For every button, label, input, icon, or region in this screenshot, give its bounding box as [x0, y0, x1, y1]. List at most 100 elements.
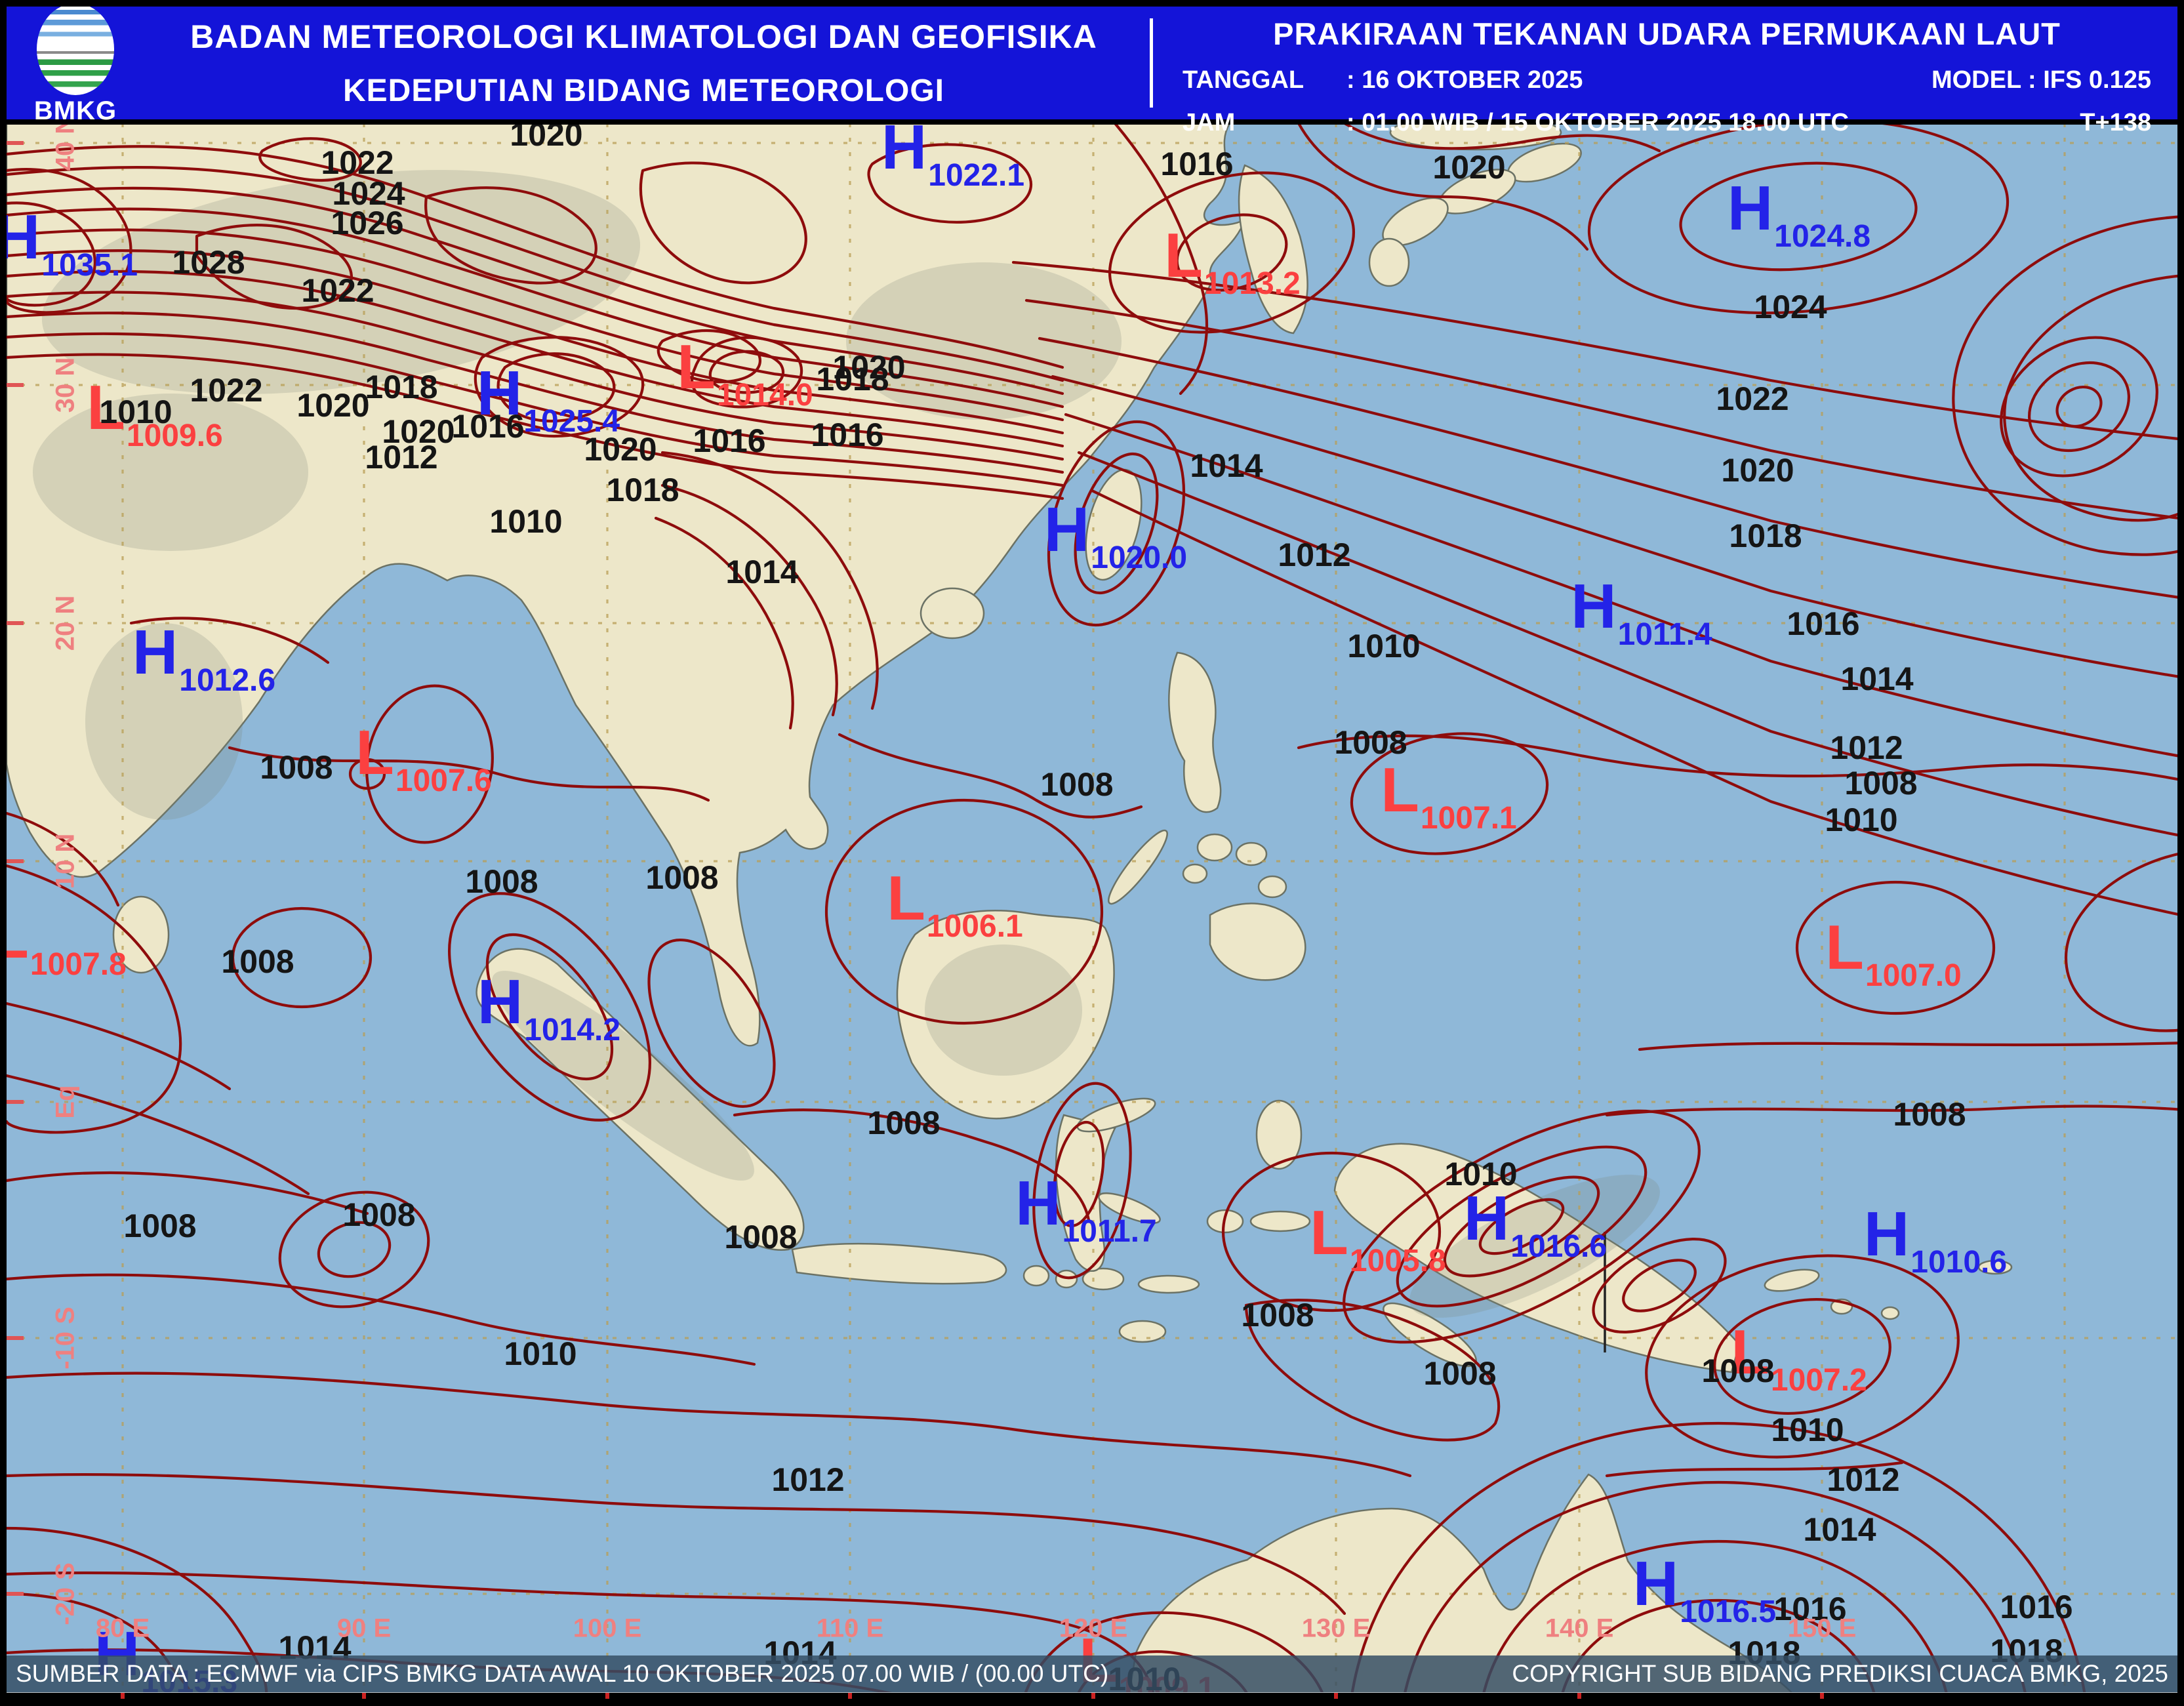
- isobar-value-label: 1018: [606, 472, 679, 508]
- low-pressure-center: L1006.1: [887, 867, 1022, 944]
- pressure-value: 1009.6: [126, 418, 223, 453]
- land-halmahera: [1255, 1099, 1303, 1170]
- isobar-value-label: 1012: [1830, 729, 1903, 766]
- bmkg-logo-icon: [37, 3, 114, 95]
- pressure-letter: L: [1731, 1317, 1769, 1387]
- land-japan: [1368, 237, 1410, 287]
- time-row: JAM : 01.00 WIB / 15 OKTOBER 2025 18.00 …: [1183, 109, 2151, 137]
- isobar-value-label: 1020: [1432, 149, 1506, 186]
- land-seram: [1249, 1210, 1311, 1232]
- pressure-value: 1012.6: [179, 663, 276, 698]
- isobar-value-label: 1008: [260, 749, 333, 786]
- pressure-letter: H: [1043, 495, 1090, 565]
- isobar-value-label: 1026: [331, 205, 404, 241]
- pressure-letter: H: [476, 358, 523, 428]
- isobar-value-label: 1016: [811, 416, 884, 453]
- longitude-tick: [1091, 1693, 1095, 1699]
- time-field: JAM : 01.00 WIB / 15 OKTOBER 2025 18.00 …: [1183, 109, 1849, 137]
- high-pressure-center: H1016.6: [1464, 1187, 1607, 1265]
- isobar-value-label: 1020: [296, 387, 370, 424]
- low-pressure-center: L1013.2: [1164, 224, 1300, 302]
- pressure-value: 1022.1: [928, 158, 1025, 193]
- isobar-value-label: 1014: [1190, 447, 1263, 484]
- longitude-label: 140 E: [1545, 1614, 1614, 1643]
- pressure-letter: L: [355, 718, 394, 788]
- pressure-value: 1010.6: [1911, 1245, 2008, 1280]
- isobar-value-label: 1018: [365, 369, 438, 405]
- pressure-value: 1006.1: [926, 909, 1023, 944]
- bmkg-logo-label: BMKG: [33, 96, 117, 125]
- isobar-value-label: 1008: [1701, 1352, 1775, 1389]
- longitude-tick: [1820, 1693, 1824, 1699]
- isobar-value-label: 1010: [504, 1335, 577, 1372]
- pressure-letter: H: [1727, 173, 1773, 243]
- pressure-value: 1035.1: [41, 248, 138, 283]
- date-field: TANGGAL : 16 OKTOBER 2025: [1183, 66, 1583, 94]
- pressure-letter: L: [1164, 220, 1203, 291]
- land-sumba: [1118, 1320, 1167, 1343]
- pressure-value: 1014.0: [716, 378, 813, 413]
- longitude-tick: [605, 1693, 609, 1699]
- isobar-value-label: 1016: [1787, 605, 1860, 642]
- agency-name: BADAN METEOROLOGI KLIMATOLOGI DAN GEOFIS…: [190, 18, 1097, 55]
- isobar-value-label: 1010: [99, 394, 172, 430]
- pressure-value: 1007.6: [395, 763, 492, 798]
- land-palawan: [1108, 829, 1168, 905]
- time-value: : 01.00 WIB / 15 OKTOBER 2025 18.00 UTC: [1346, 109, 1849, 136]
- land-korea: [1238, 164, 1308, 335]
- latitude-label: -20 S: [51, 1562, 80, 1625]
- latitude-label: 10 N: [51, 833, 80, 889]
- isobar-value-label: 1008: [123, 1208, 197, 1244]
- isobar-value-label: 1010: [489, 503, 563, 540]
- isobar-value-label: 1012: [1827, 1461, 1900, 1498]
- high-pressure-center: H1024.8: [1728, 177, 1871, 254]
- pressure-value: 1011.7: [1062, 1214, 1157, 1249]
- pressure-value: 1016.6: [1510, 1229, 1608, 1264]
- low-pressure-center: L1007.6: [355, 721, 491, 799]
- data-source-text: SUMBER DATA : ECMWF via CIPS BMKG DATA A…: [16, 1660, 1109, 1687]
- low-pressure-center: L1007.0: [1825, 916, 1961, 994]
- pressure-letter: H: [132, 617, 178, 687]
- isobar-value-label: 1016: [451, 408, 525, 445]
- pressure-letter: H: [477, 967, 523, 1037]
- land-srilanka: [112, 895, 170, 974]
- pressure-letter: L: [87, 373, 125, 443]
- longitude-tick: [121, 1693, 125, 1699]
- isobar-value-label: 1010: [1825, 802, 1898, 838]
- isobar-value-label: 1012: [1278, 537, 1351, 573]
- land-hainan: [920, 587, 985, 640]
- land-sulawesi-arm: [1076, 1097, 1156, 1133]
- latitude-tick: [7, 1100, 24, 1104]
- isobar-value-label: 1016: [693, 422, 766, 459]
- pressure-letter: H: [1015, 1168, 1061, 1238]
- isobar-value-label: 1020: [1721, 452, 1794, 489]
- latitude-label: Eq: [51, 1085, 80, 1119]
- pressure-value: 1007.2: [1770, 1363, 1867, 1398]
- high-pressure-center: H1011.7: [1015, 1172, 1157, 1249]
- isobar-value-label: 1008: [645, 859, 719, 896]
- land-australia: [1127, 1473, 1800, 1699]
- agency-titles: BADAN METEOROLOGI KLIMATOLOGI DAN GEOFIS…: [144, 18, 1143, 109]
- date-value: : 16 OKTOBER 2025: [1346, 66, 1583, 94]
- high-pressure-center: H1010.6: [1864, 1203, 2007, 1280]
- latitude-tick: [7, 1336, 24, 1340]
- longitude-tick: [362, 1693, 366, 1699]
- latitude-label: -10 S: [51, 1307, 80, 1370]
- isobar-value-label: 1020: [382, 413, 455, 450]
- land-visayas: [1235, 842, 1268, 866]
- latitude-tick: [7, 1592, 24, 1596]
- high-pressure-center: H1014.2: [477, 971, 620, 1048]
- high-pressure-center: H1020.0: [1044, 498, 1187, 576]
- header-left-section: BMKG BADAN METEOROLOGI KLIMATOLOGI DAN G…: [7, 3, 1153, 125]
- high-pressure-center: H1016.5: [1633, 1553, 1776, 1630]
- low-pressure-center: L1007.8: [0, 905, 127, 983]
- latitude-tick: [7, 141, 24, 145]
- isobar-value-label: 1008: [1423, 1355, 1497, 1392]
- pressure-value: 1025.4: [523, 404, 620, 439]
- isobar-value-label: 1008: [724, 1219, 798, 1255]
- isobar-value-label: 1012: [365, 439, 438, 476]
- longitude-label: 120 E: [1059, 1614, 1128, 1643]
- pressure-letter: L: [1381, 755, 1419, 825]
- isobar-value-label: 1010: [1771, 1412, 1844, 1448]
- pressure-letter: L: [1825, 912, 1864, 983]
